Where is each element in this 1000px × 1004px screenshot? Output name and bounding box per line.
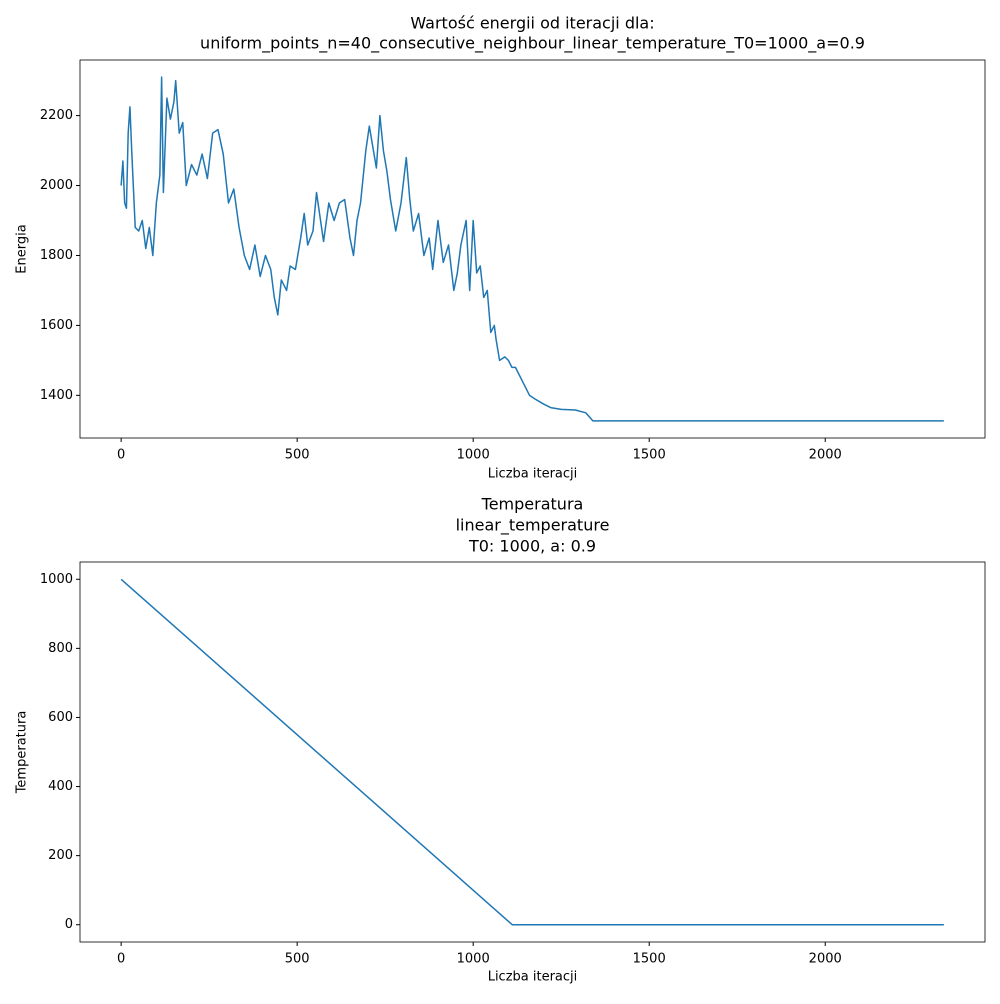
- y-tick-label: 800: [48, 641, 73, 656]
- y-tick-label: 1600: [40, 318, 73, 333]
- x-tick-label: 500: [285, 952, 310, 967]
- x-tick-label: 2000: [809, 952, 842, 967]
- y-axis-label: Energia: [15, 224, 30, 273]
- x-tick-label: 1000: [457, 952, 490, 967]
- data-line: [120, 578, 944, 926]
- axes-frame: [79, 561, 986, 943]
- x-tick-label: 0: [117, 448, 125, 463]
- x-tick-label: 1500: [633, 448, 666, 463]
- chart-title: linear_temperature: [456, 516, 610, 536]
- x-axis-label: Liczba iteracji: [488, 467, 578, 482]
- x-tick-label: 0: [117, 952, 125, 967]
- y-tick-label: 1400: [40, 388, 73, 403]
- axes-frame: [79, 59, 986, 439]
- y-tick-label: 1000: [40, 572, 73, 587]
- data-line: [120, 76, 944, 422]
- chart-title: Temperatura: [481, 495, 584, 514]
- y-tick-label: 1800: [40, 248, 73, 263]
- x-tick-label: 1000: [457, 448, 490, 463]
- x-tick-label: 500: [285, 448, 310, 463]
- y-tick-label: 2200: [40, 108, 73, 123]
- x-tick-label: 1500: [633, 952, 666, 967]
- y-tick-label: 600: [48, 710, 73, 725]
- chart-title: T0: 1000, a: 0.9: [468, 537, 596, 556]
- y-tick-label: 0: [65, 917, 73, 932]
- chart-title: uniform_points_n=40_consecutive_neighbou…: [200, 34, 865, 54]
- x-axis-label: Liczba iteracji: [488, 970, 578, 985]
- y-tick-label: 200: [48, 848, 73, 863]
- y-axis-label: Temperatura: [15, 711, 30, 795]
- chart-title: Wartość energii od iteracji dla:: [410, 14, 654, 33]
- x-tick-label: 2000: [809, 448, 842, 463]
- y-tick-label: 2000: [40, 178, 73, 193]
- y-tick-label: 400: [48, 779, 73, 794]
